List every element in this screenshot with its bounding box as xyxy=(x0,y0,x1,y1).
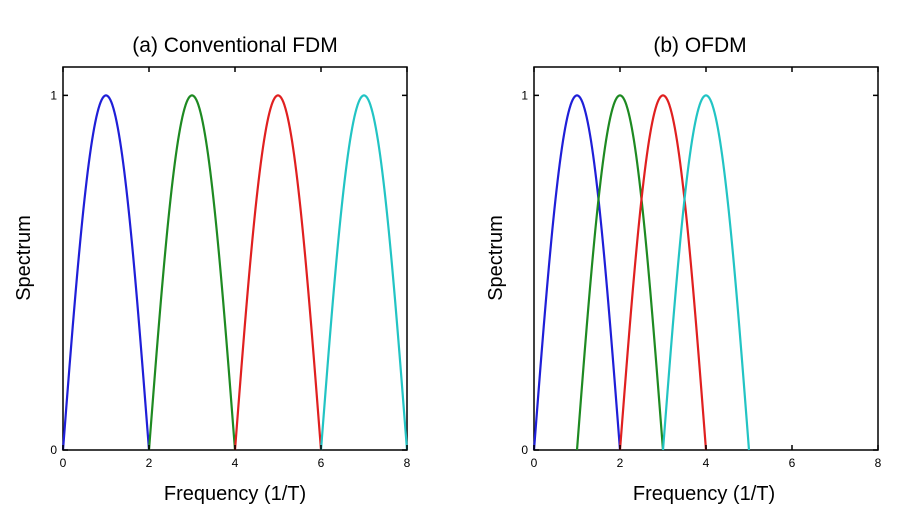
series-line-1 xyxy=(61,94,151,451)
series-line-2 xyxy=(575,94,665,451)
chart-title: (a) Conventional FDM xyxy=(132,34,337,57)
y-tick-label: 0 xyxy=(50,443,57,457)
curves xyxy=(61,94,409,451)
x-tick-label: 4 xyxy=(232,456,239,470)
x-tick-label: 6 xyxy=(318,456,325,470)
panel-ofdm: (b) OFDM 0 2 4 6 8 0 1 Frequency (1/T) Spectru… xyxy=(485,34,882,505)
series-line-4 xyxy=(661,94,751,451)
x-tick-label: 2 xyxy=(146,456,153,470)
series-line-1 xyxy=(532,94,622,451)
series-line-4 xyxy=(319,94,409,451)
plot-frame xyxy=(62,66,408,451)
series-line-3 xyxy=(233,94,323,451)
curves xyxy=(532,94,751,451)
x-axis-label: Frequency (1/T) xyxy=(633,483,775,505)
series-line-2 xyxy=(147,94,237,451)
x-tick-label: 0 xyxy=(60,456,67,470)
y-axis-label: Spectrum xyxy=(485,215,507,301)
ticks: 0 2 4 6 8 0 1 xyxy=(50,67,411,470)
x-tick-label: 4 xyxy=(703,456,710,470)
x-tick-label: 6 xyxy=(789,456,796,470)
x-tick-label: 8 xyxy=(404,456,411,470)
panel-conventional-fdm: (a) Conventional FDM 0 2 4 6 8 0 1 Frequency (… xyxy=(13,34,411,505)
y-tick-label: 0 xyxy=(521,443,528,457)
x-tick-label: 0 xyxy=(531,456,538,470)
x-tick-label: 8 xyxy=(875,456,882,470)
chart-title: (b) OFDM xyxy=(653,34,746,57)
y-axis-label: Spectrum xyxy=(13,215,35,301)
plot-frame xyxy=(533,66,879,451)
y-tick-label: 1 xyxy=(50,88,57,102)
x-axis-label: Frequency (1/T) xyxy=(164,483,306,505)
y-tick-label: 1 xyxy=(521,88,528,102)
x-tick-label: 2 xyxy=(617,456,624,470)
ticks: 0 2 4 6 8 0 1 xyxy=(521,67,882,470)
series-line-3 xyxy=(618,94,708,451)
